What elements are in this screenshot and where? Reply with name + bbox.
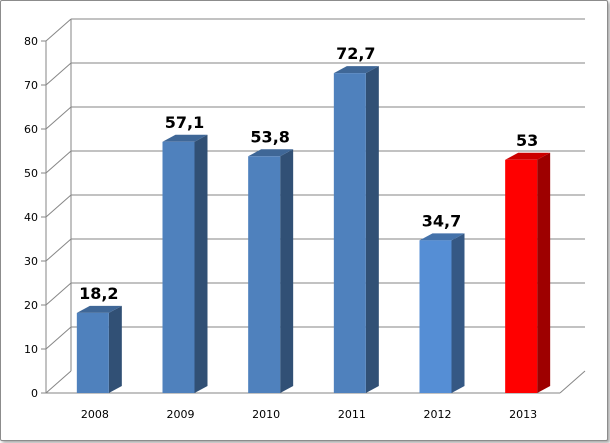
gridline-side (45, 282, 72, 306)
x-tick-label: 2012 (424, 408, 452, 421)
y-axis: 0 10 20 30 40 50 60 70 80 (24, 35, 46, 400)
floor-right-edge (559, 370, 586, 394)
gridline-side (45, 326, 72, 350)
y-tick-label: 10 (24, 343, 38, 356)
bar-side (365, 66, 379, 394)
y-tick-label: 0 (31, 387, 38, 400)
bar (333, 73, 366, 394)
gridline-side (45, 238, 72, 262)
x-axis: 2008 2009 2010 2011 2012 2013 (81, 408, 537, 421)
x-tick-label: 2011 (338, 408, 366, 421)
bars (76, 66, 551, 394)
y-tick-label: 30 (24, 255, 38, 268)
chart-walls (45, 19, 586, 394)
bar-side (108, 305, 122, 393)
x-tick-label: 2008 (81, 408, 109, 421)
gridline-side (45, 106, 72, 130)
data-label: 53 (516, 131, 538, 150)
x-tick-label: 2013 (509, 408, 537, 421)
y-tick-label: 40 (24, 211, 38, 224)
gridline-side (45, 194, 72, 218)
gridline-side (45, 150, 72, 174)
bar-side (451, 233, 465, 393)
x-tick-label: 2009 (167, 408, 195, 421)
bar-top (162, 134, 208, 142)
bar-side (194, 134, 208, 393)
data-label: 57,1 (165, 113, 204, 132)
y-tick-label: 60 (24, 123, 38, 136)
y-tick-label: 50 (24, 167, 38, 180)
bar-top (248, 149, 294, 157)
gridline-side (45, 370, 72, 394)
y-tick-label: 80 (24, 35, 38, 48)
data-label: 18,2 (79, 284, 118, 303)
bar (248, 156, 281, 393)
bar-side (537, 152, 551, 393)
data-label: 53,8 (250, 127, 289, 146)
data-label: 72,7 (336, 44, 375, 63)
data-label: 34,7 (422, 211, 461, 230)
y-tick-label: 70 (24, 79, 38, 92)
bar (419, 240, 452, 393)
bar-top (333, 66, 379, 74)
bar (162, 141, 195, 393)
y-tick-label: 20 (24, 299, 38, 312)
bar-top (76, 305, 122, 313)
bar-top (419, 233, 465, 241)
gridlines (45, 18, 585, 394)
x-tick-label: 2010 (252, 408, 280, 421)
gridline-side (45, 18, 72, 42)
bar-top (505, 152, 551, 160)
bar (505, 159, 538, 393)
bar-side (280, 149, 294, 393)
gridline-side (45, 62, 72, 86)
bar (76, 312, 109, 393)
data-labels: 18,2 57,1 53,8 72,7 34,7 53 (79, 44, 538, 303)
